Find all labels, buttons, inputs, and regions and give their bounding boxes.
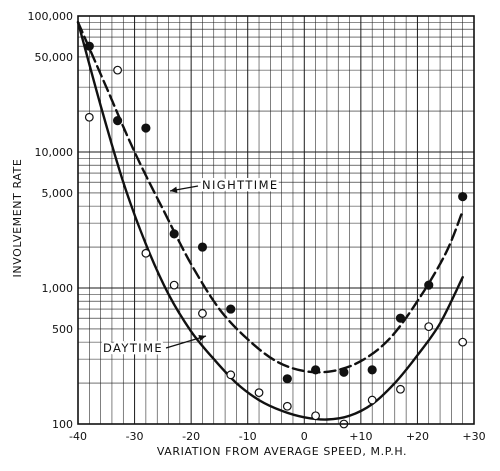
daytime-curve bbox=[76, 21, 464, 421]
daytime-point bbox=[396, 384, 405, 394]
series-curves bbox=[76, 21, 464, 421]
plot-frame bbox=[77, 15, 475, 425]
y-axis-title: INVOLVEMENT RATE bbox=[11, 159, 24, 278]
nighttime-point bbox=[141, 123, 151, 133]
nighttime-point bbox=[226, 304, 236, 314]
nighttime-point bbox=[395, 313, 406, 323]
y-tick-label: 1,000 bbox=[42, 282, 74, 295]
y-tick-label: 500 bbox=[52, 323, 73, 336]
daytime-point bbox=[311, 411, 321, 421]
daytime-point bbox=[198, 309, 207, 318]
daytime-point bbox=[169, 280, 179, 290]
data-points bbox=[84, 41, 468, 429]
y-tick-label: 10,000 bbox=[35, 146, 74, 159]
daytime-point bbox=[226, 370, 236, 380]
nighttime-point bbox=[197, 242, 208, 252]
x-tick-label: +10 bbox=[349, 430, 372, 443]
x-tick-label: 0 bbox=[301, 430, 308, 443]
x-tick-label: +20 bbox=[406, 430, 429, 443]
daytime-point bbox=[113, 65, 122, 75]
daytime-label-halo: DAYTIME bbox=[103, 341, 163, 355]
daytime-point bbox=[424, 322, 434, 332]
nighttime-arrowhead bbox=[170, 186, 178, 193]
nighttime-point bbox=[282, 374, 292, 384]
nighttime-label: NIGHTTIME bbox=[202, 178, 279, 192]
grid bbox=[77, 16, 475, 425]
daytime-point bbox=[141, 248, 151, 258]
x-tick-label: -40 bbox=[69, 430, 87, 443]
daytime-arrowhead bbox=[198, 334, 206, 342]
daytime-label: DAYTIME bbox=[103, 341, 163, 355]
nighttime-point bbox=[339, 367, 349, 377]
daytime-point bbox=[84, 112, 94, 122]
nighttime-curve bbox=[76, 21, 464, 374]
y-tick-label: 100,000 bbox=[28, 10, 74, 23]
nighttime-point bbox=[311, 365, 321, 375]
axes: -40 -30 -20 -10 0 +10 +20 +30 100 500 1,000 5,000 10… bbox=[11, 10, 486, 458]
nighttime-point bbox=[112, 116, 123, 126]
daytime-point bbox=[367, 395, 377, 405]
x-tick-label: -10 bbox=[239, 430, 257, 443]
nighttime-point bbox=[424, 280, 434, 290]
daytime-point bbox=[282, 401, 292, 411]
nighttime-point bbox=[458, 191, 468, 202]
daytime-point bbox=[254, 388, 264, 398]
nighttime-label-halo: NIGHTTIME bbox=[202, 178, 279, 192]
x-axis-title: VARIATION FROM AVERAGE SPEED, M.P.H. bbox=[157, 445, 407, 458]
nighttime-point bbox=[169, 229, 179, 239]
x-tick-label: +30 bbox=[462, 430, 485, 443]
y-tick-label: 100 bbox=[52, 418, 73, 431]
x-tick-label: -30 bbox=[126, 430, 144, 443]
x-tick-label: -20 bbox=[182, 430, 200, 443]
daytime-point bbox=[458, 337, 468, 347]
y-tick-label: 5,000 bbox=[42, 187, 74, 200]
nighttime-point bbox=[84, 41, 94, 51]
nighttime-point bbox=[367, 365, 377, 375]
y-tick-label: 50,000 bbox=[35, 51, 74, 64]
